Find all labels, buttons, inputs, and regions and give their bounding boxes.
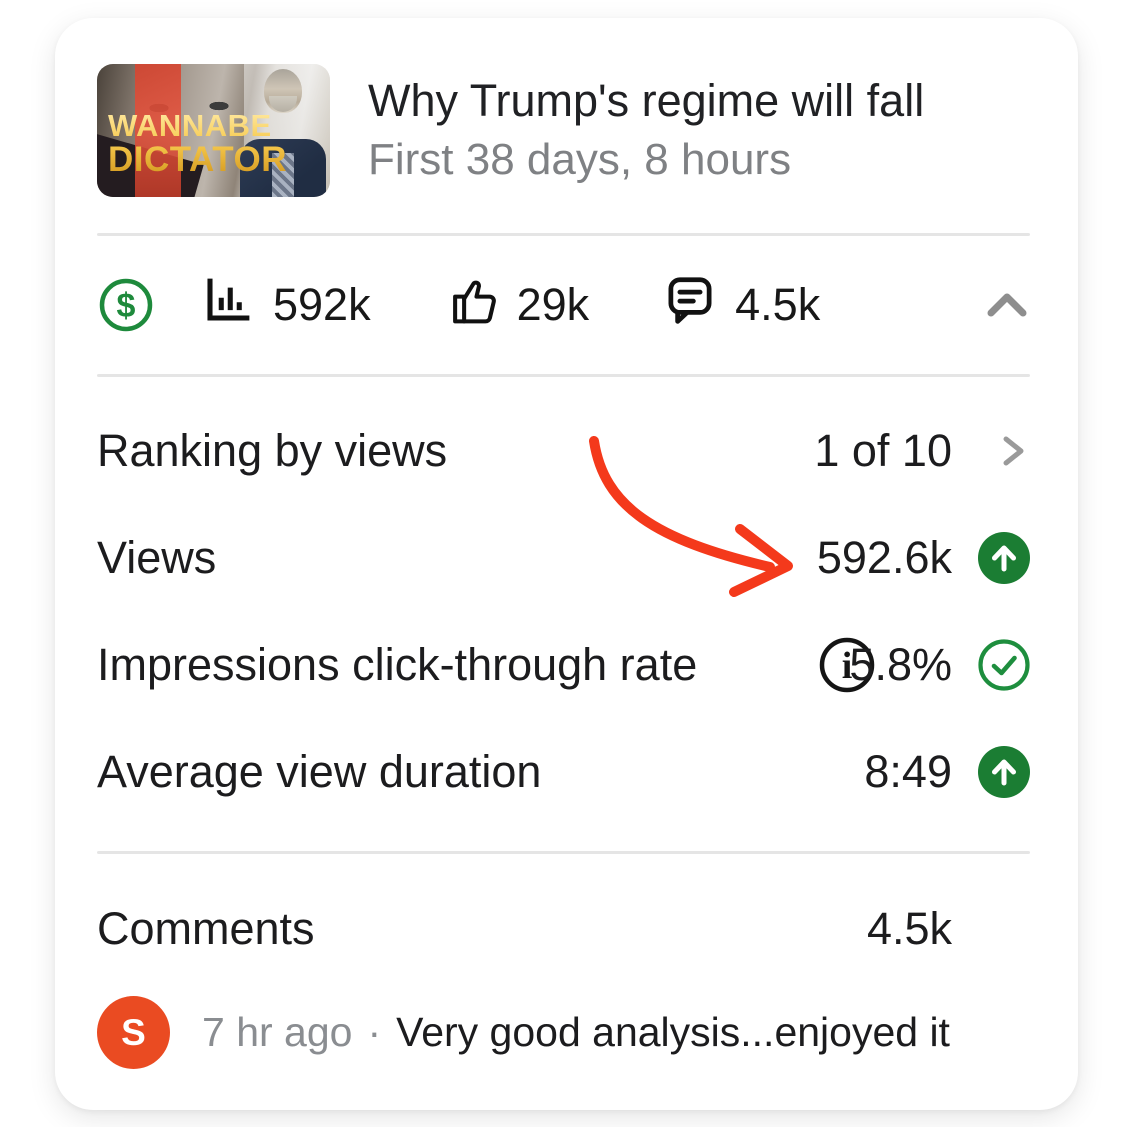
thumbnail-red-stripe: [135, 64, 181, 197]
stats-summary-row[interactable]: $ 592k 29k: [97, 236, 1030, 374]
comment-line: 7 hr ago · Very good analysis...enjoyed …: [202, 1009, 950, 1056]
comment-icon: [663, 273, 717, 338]
stat-comments: 4.5k: [663, 273, 820, 338]
video-title: Why Trump's regime will fall: [368, 75, 925, 126]
commenter-avatar: S: [97, 996, 170, 1069]
divider: [97, 851, 1030, 854]
metric-row-avg-duration: Average view duration 8:49: [97, 718, 1030, 825]
metric-value: 5.8%: [849, 638, 952, 690]
comments-header-row[interactable]: Comments 4.5k: [97, 874, 1030, 984]
video-analytics-card: WANNABE DICTATOR Why Trump's regime will…: [55, 18, 1078, 1110]
bar-chart-icon: [201, 273, 255, 338]
comment-separator: ·: [367, 1009, 382, 1055]
comment-text: Very good analysis...enjoyed it: [396, 1009, 950, 1055]
divider: [97, 374, 1030, 377]
video-header[interactable]: WANNABE DICTATOR Why Trump's regime will…: [97, 64, 1030, 197]
metric-value: 1 of 10: [814, 424, 952, 476]
metric-label: Ranking by views: [97, 424, 448, 476]
thumbnail-host-beard: [269, 96, 297, 112]
chevron-right-icon[interactable]: [978, 431, 1030, 471]
metric-value: 592.6k: [816, 531, 952, 583]
metric-label: Average view duration: [97, 745, 542, 797]
info-glyph: i: [842, 645, 853, 687]
divider: [97, 233, 1030, 236]
thumbnail-host-shirt: [272, 153, 294, 197]
video-subtitle: First 38 days, 8 hours: [368, 134, 792, 184]
check-circle-icon: [978, 638, 1030, 691]
thumbnail-caption: WANNABE DICTATOR: [108, 110, 287, 179]
comments-label: Comments: [97, 903, 315, 954]
thumbs-up-icon: [445, 273, 499, 338]
video-thumbnail[interactable]: WANNABE DICTATOR: [97, 64, 330, 197]
info-icon[interactable]: i: [818, 636, 876, 694]
thumbnail-caption-line2: DICTATOR: [108, 140, 287, 180]
monetization-icon[interactable]: $: [97, 276, 155, 334]
metric-label: Impressions click-through rate: [97, 638, 698, 690]
dollar-glyph: $: [117, 287, 136, 325]
comments-count: 4.5k: [866, 903, 952, 954]
metric-value: 8:49: [864, 745, 952, 797]
metrics-list: Ranking by views 1 of 10 Views 592.6k: [97, 377, 1030, 825]
metric-row-ranking[interactable]: Ranking by views 1 of 10: [97, 397, 1030, 504]
trend-up-icon: [978, 745, 1030, 798]
video-title-block: Why Trump's regime will fall First 38 da…: [368, 64, 924, 185]
stat-comments-count: 4.5k: [735, 279, 821, 330]
avatar-letter: S: [121, 1011, 146, 1053]
metric-row-ctr: Impressions click-through rate i 5.8%: [97, 611, 1030, 718]
stat-likes: 29k: [445, 273, 590, 338]
comment-preview-row[interactable]: S 7 hr ago · Very good analysis...enjoye…: [97, 996, 1030, 1069]
comment-timestamp: 7 hr ago: [202, 1009, 353, 1055]
trend-up-icon: [978, 531, 1030, 584]
metric-label: Views: [97, 531, 217, 583]
stat-likes-count: 29k: [516, 279, 590, 330]
collapse-chevron-up-icon[interactable]: [984, 289, 1030, 321]
metric-row-views: Views 592.6k: [97, 504, 1030, 611]
thumbnail-caption-line1: WANNABE: [108, 108, 272, 143]
stat-views: 592k: [201, 273, 371, 338]
stat-views-count: 592k: [273, 279, 371, 330]
